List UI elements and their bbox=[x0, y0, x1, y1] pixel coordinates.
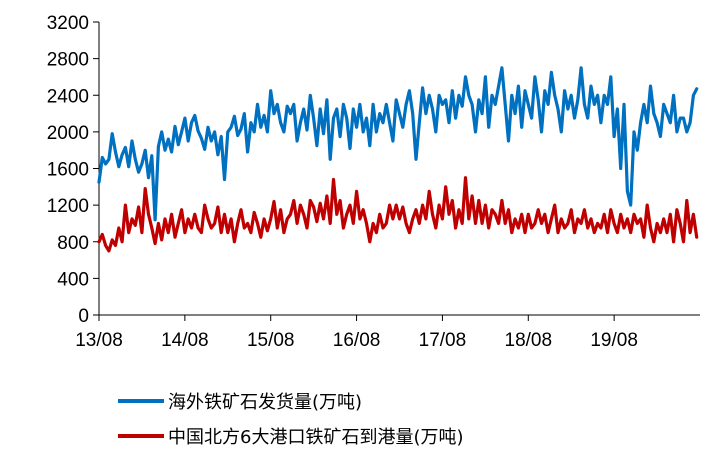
x-tick-label: 13/08 bbox=[75, 330, 123, 351]
line-chart: 0 400 800 1200 1600 2000 2400 2800 3200 13/08 14/… bbox=[47, 13, 700, 351]
y-axis: 0 400 800 1200 1600 2000 2400 2800 3200 bbox=[47, 13, 100, 327]
y-tick-label: 800 bbox=[57, 233, 89, 254]
y-tick-label: 1600 bbox=[47, 160, 89, 181]
y-tick-label: 2400 bbox=[47, 86, 89, 107]
x-tick-label: 18/08 bbox=[505, 330, 553, 351]
legend-swatch-north-ports bbox=[118, 434, 164, 438]
x-tick-label: 14/08 bbox=[161, 330, 209, 351]
y-tick-label: 2000 bbox=[47, 123, 89, 144]
x-tick-label: 15/08 bbox=[247, 330, 295, 351]
y-tick-label: 400 bbox=[57, 269, 89, 290]
legend-label-overseas: 海外铁矿石发货量(万吨) bbox=[168, 392, 363, 413]
series-layer bbox=[97, 66, 699, 253]
y-tick-label: 2800 bbox=[47, 50, 89, 71]
y-tick-label: 3200 bbox=[47, 13, 89, 34]
series-line-overseas-shipments bbox=[97, 66, 699, 222]
series-line-north-port-arrivals bbox=[97, 176, 699, 253]
y-tick-label: 0 bbox=[78, 306, 89, 327]
legend-label-north-ports: 中国北方6大港口铁矿石到港量(万吨) bbox=[168, 427, 464, 448]
legend-item-overseas: 海外铁矿石发货量(万吨) bbox=[118, 388, 362, 414]
y-tick-label: 1200 bbox=[47, 196, 89, 217]
legend-swatch-overseas bbox=[118, 399, 164, 403]
x-tick-label: 16/08 bbox=[333, 330, 381, 351]
x-tick-label: 19/08 bbox=[590, 330, 638, 351]
legend-item-north-ports: 中国北方6大港口铁矿石到港量(万吨) bbox=[118, 423, 464, 449]
x-tick-label: 17/08 bbox=[419, 330, 467, 351]
x-axis: 13/08 14/08 15/08 16/08 17/08 18/08 19/08 bbox=[75, 314, 700, 351]
